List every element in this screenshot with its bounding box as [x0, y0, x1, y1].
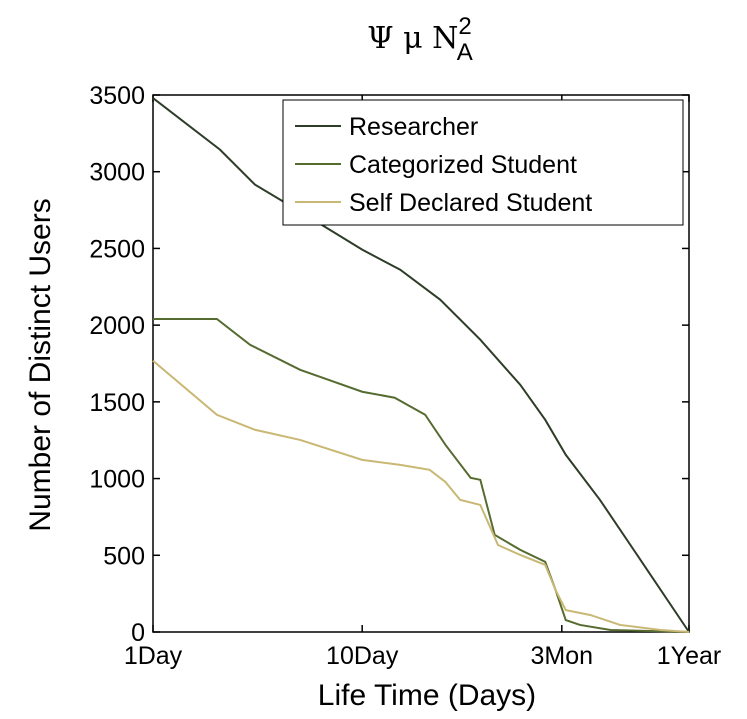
legend-label: Categorized Student [349, 151, 577, 179]
legend-label: Researcher [349, 113, 478, 141]
title-sub: A [457, 39, 473, 66]
y-tick-label: 0 [131, 619, 145, 647]
y-axis-label: Number of Distinct Users [24, 198, 57, 531]
x-tick-label: 3Mon [531, 642, 594, 670]
y-tick-label: 500 [103, 542, 145, 570]
y-tick-label: 3500 [89, 82, 145, 110]
series-line [153, 318, 690, 633]
series-line [152, 359, 690, 633]
x-tick-label: 10Day [326, 642, 399, 670]
y-tick-label: 2000 [89, 312, 145, 340]
chart-title: Ψ μ N2 A [367, 13, 473, 66]
y-tick-label: 3000 [89, 159, 145, 187]
plot-frame [152, 94, 690, 633]
x-tick-label: 1Year [657, 642, 721, 670]
y-tick-label: 2500 [89, 235, 145, 263]
title-main: Ψ μ N [367, 21, 458, 56]
legend-box [282, 99, 684, 226]
title-sup: 2 [458, 13, 471, 40]
y-tick-label: 1500 [89, 389, 145, 417]
x-tick-label: 1Day [124, 642, 183, 670]
series-line [152, 97, 690, 633]
legend-label: Self Declared Student [349, 189, 592, 217]
x-axis-label: Life Time (Days) [318, 679, 536, 712]
y-tick-label: 1000 [89, 466, 145, 494]
